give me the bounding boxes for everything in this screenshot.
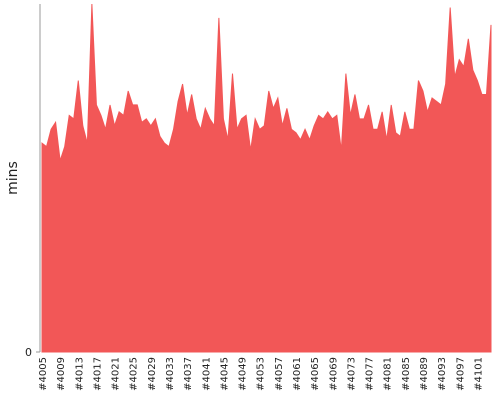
x-tick-label: #4077 [365,357,376,391]
x-tick-label: #4013 [74,357,85,391]
x-tick-label: #4049 [238,357,249,391]
x-tick-label: #4041 [201,357,212,391]
x-tick-label: #4021 [111,357,122,391]
x-tick-label: #4089 [419,357,430,391]
x-tick-label: #4029 [147,357,158,391]
x-tick-label: #4069 [328,357,339,391]
x-tick-label: #4037 [183,357,194,391]
x-tick-label: #4073 [346,357,357,391]
x-tick-label: #4009 [56,357,67,391]
x-tick-label: #4017 [92,357,103,391]
area [41,3,492,353]
x-tick-label: #4057 [274,357,285,391]
x-tick-label: #4097 [455,357,466,391]
x-tick-label: #4025 [129,357,140,391]
x-tick-label: #4061 [292,357,303,391]
x-tick-label: #4101 [473,357,484,391]
x-tick-label: #4053 [256,357,267,391]
x-tick-label: #4081 [383,357,394,391]
y-axis-label: mins [5,161,21,195]
x-tick-label: #4093 [437,357,448,391]
x-tick-label: #4033 [165,357,176,391]
x-tick-label: #4045 [219,357,230,391]
x-tick-label: #4085 [401,357,412,391]
x-tick-label: #4065 [310,357,321,391]
y-tick-label: 0 [25,346,32,359]
x-tick-label: #4005 [38,357,49,391]
